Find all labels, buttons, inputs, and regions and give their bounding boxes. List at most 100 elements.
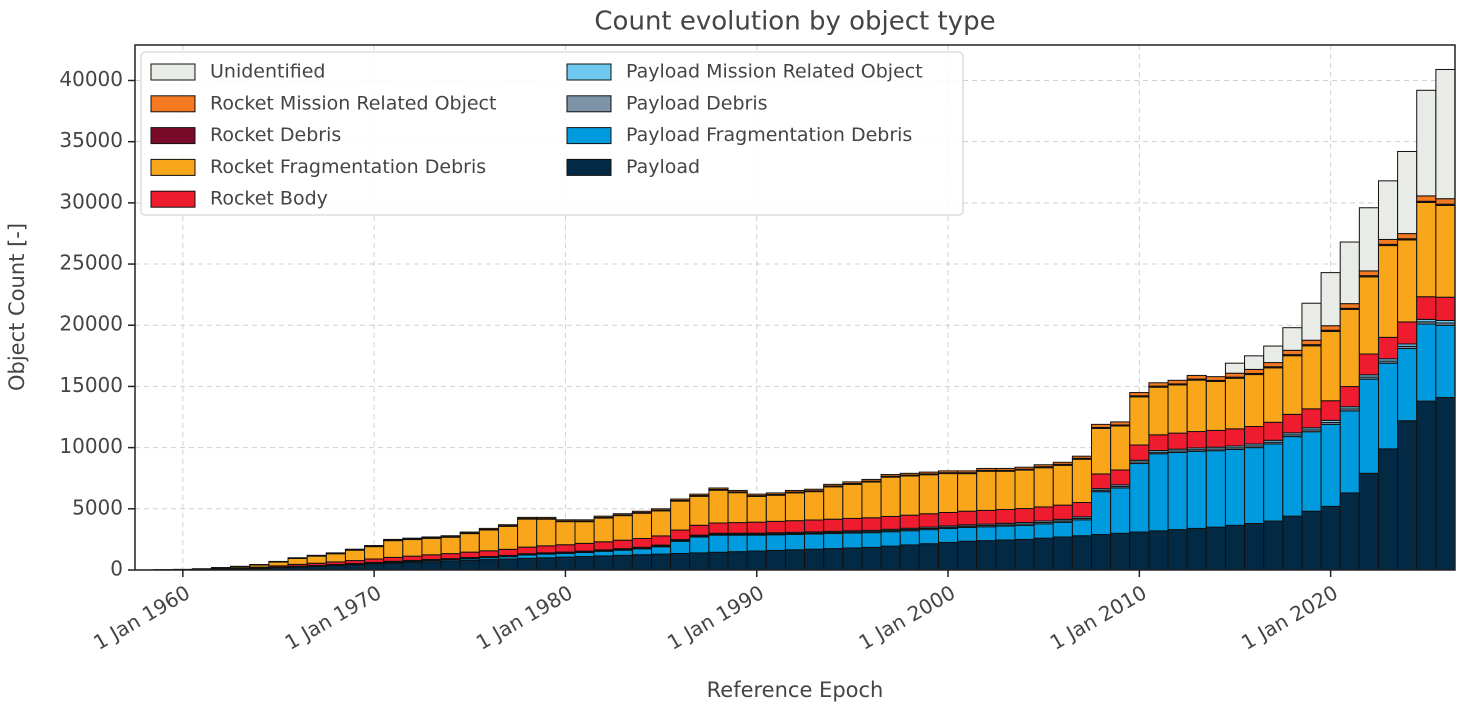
bar-segment bbox=[1071, 502, 1093, 518]
bar-segment bbox=[440, 560, 461, 571]
bar-segment bbox=[1110, 425, 1131, 471]
bar-segment bbox=[1397, 420, 1418, 571]
bar-segment bbox=[536, 553, 557, 559]
bar-segment bbox=[325, 553, 346, 563]
x-tick-label: 1 Jan 1960 bbox=[89, 580, 194, 654]
bar-segment bbox=[1358, 207, 1379, 272]
bar-segment bbox=[708, 522, 729, 534]
bar-segment bbox=[593, 517, 614, 543]
bar-segment bbox=[497, 548, 519, 556]
bar-segment bbox=[1244, 522, 1265, 571]
bar-segment bbox=[402, 555, 423, 561]
bar-segment bbox=[1301, 339, 1322, 346]
bar-segment bbox=[765, 520, 786, 534]
bar-segment bbox=[1397, 347, 1418, 422]
bar-segment bbox=[1167, 529, 1188, 571]
y-tick-label: 40000 bbox=[59, 67, 123, 91]
bar-segment bbox=[708, 487, 729, 490]
x-tick-label: 1 Jan 2010 bbox=[1046, 580, 1151, 654]
bar-segment bbox=[746, 493, 767, 497]
bar-segment bbox=[1416, 202, 1437, 298]
bar-segment bbox=[957, 540, 978, 571]
bar-segment bbox=[1186, 527, 1207, 571]
legend-label: Rocket Mission Related Object bbox=[210, 92, 496, 114]
bar-segment bbox=[804, 519, 825, 533]
bars bbox=[134, 68, 1456, 571]
bar-segment bbox=[440, 536, 461, 555]
bar-segment bbox=[631, 548, 653, 556]
bar-segment bbox=[937, 528, 959, 543]
legend-label: Rocket Fragmentation Debris bbox=[210, 156, 486, 178]
bar-segment bbox=[727, 489, 748, 493]
bar-segment bbox=[1377, 238, 1399, 245]
bar-segment bbox=[421, 561, 442, 571]
bar-segment bbox=[689, 524, 710, 536]
bar-segment bbox=[823, 518, 844, 532]
bar-segment bbox=[497, 558, 519, 571]
bar-segment bbox=[1091, 423, 1112, 428]
bar-segment bbox=[918, 471, 939, 475]
bar-segment bbox=[478, 559, 499, 571]
bar-segment bbox=[1320, 505, 1341, 571]
x-tick-label: 1 Jan 1970 bbox=[281, 580, 386, 654]
bar-segment bbox=[1244, 355, 1265, 370]
bar-segment bbox=[1339, 241, 1360, 305]
bar-segment bbox=[593, 515, 614, 518]
bar-segment bbox=[574, 552, 595, 558]
bar-segment bbox=[880, 545, 901, 571]
legend-label: Rocket Body bbox=[210, 188, 328, 210]
bar-segment bbox=[593, 550, 614, 557]
bar-segment bbox=[823, 533, 844, 550]
bar-segment bbox=[364, 563, 385, 571]
bar-segment bbox=[1148, 453, 1169, 532]
bar-segment bbox=[937, 470, 959, 474]
legend-label: Payload Mission Related Object bbox=[626, 61, 923, 83]
y-tick-label: 10000 bbox=[59, 434, 123, 458]
legend-label: Payload Fragmentation Debris bbox=[626, 124, 912, 146]
bar-segment bbox=[1052, 464, 1073, 506]
bar-segment bbox=[937, 473, 959, 513]
bar-segment bbox=[823, 486, 844, 520]
bar-segment bbox=[555, 521, 576, 546]
bar-segment bbox=[899, 475, 920, 516]
bar-segment bbox=[1339, 308, 1360, 388]
bar-segment bbox=[1282, 355, 1303, 415]
bar-segment bbox=[612, 549, 633, 556]
bar-segment bbox=[1339, 492, 1360, 571]
bar-segment bbox=[957, 526, 978, 542]
bar-segment bbox=[497, 525, 519, 550]
bar-segment bbox=[670, 540, 691, 554]
bar-segment bbox=[1377, 362, 1399, 450]
bar-segment bbox=[823, 483, 844, 487]
bar-segment bbox=[1320, 330, 1341, 402]
bar-segment bbox=[1397, 321, 1418, 345]
bar-segment bbox=[1416, 400, 1437, 571]
legend-swatch bbox=[150, 190, 196, 208]
bar-segment bbox=[1224, 428, 1246, 447]
bar-segment bbox=[555, 552, 576, 558]
bar-segment bbox=[325, 552, 346, 555]
legend-label: Payload Debris bbox=[626, 92, 768, 114]
bar-segment bbox=[1397, 150, 1418, 235]
bar-segment bbox=[861, 532, 882, 548]
x-tick-label: 1 Jan 2000 bbox=[854, 580, 959, 654]
bar-segment bbox=[842, 532, 863, 549]
bar-segment bbox=[306, 554, 327, 557]
bar-segment bbox=[536, 516, 557, 520]
bar-segment bbox=[574, 556, 595, 571]
bar-segment bbox=[708, 551, 729, 571]
bar-segment bbox=[1263, 362, 1284, 368]
bar-segment bbox=[555, 544, 576, 553]
y-tick-label: 25000 bbox=[59, 251, 123, 275]
bar-segment bbox=[1282, 515, 1303, 571]
bar-segment bbox=[670, 498, 691, 501]
bar-segment bbox=[804, 491, 825, 521]
bar-segment bbox=[880, 476, 901, 517]
bar-segment bbox=[784, 492, 806, 522]
bar-segment bbox=[842, 517, 863, 532]
bar-segment bbox=[1110, 421, 1131, 426]
bar-segment bbox=[1282, 349, 1303, 356]
bar-segment bbox=[287, 557, 308, 565]
bar-segment bbox=[651, 535, 672, 546]
bar-segment bbox=[1186, 450, 1207, 529]
